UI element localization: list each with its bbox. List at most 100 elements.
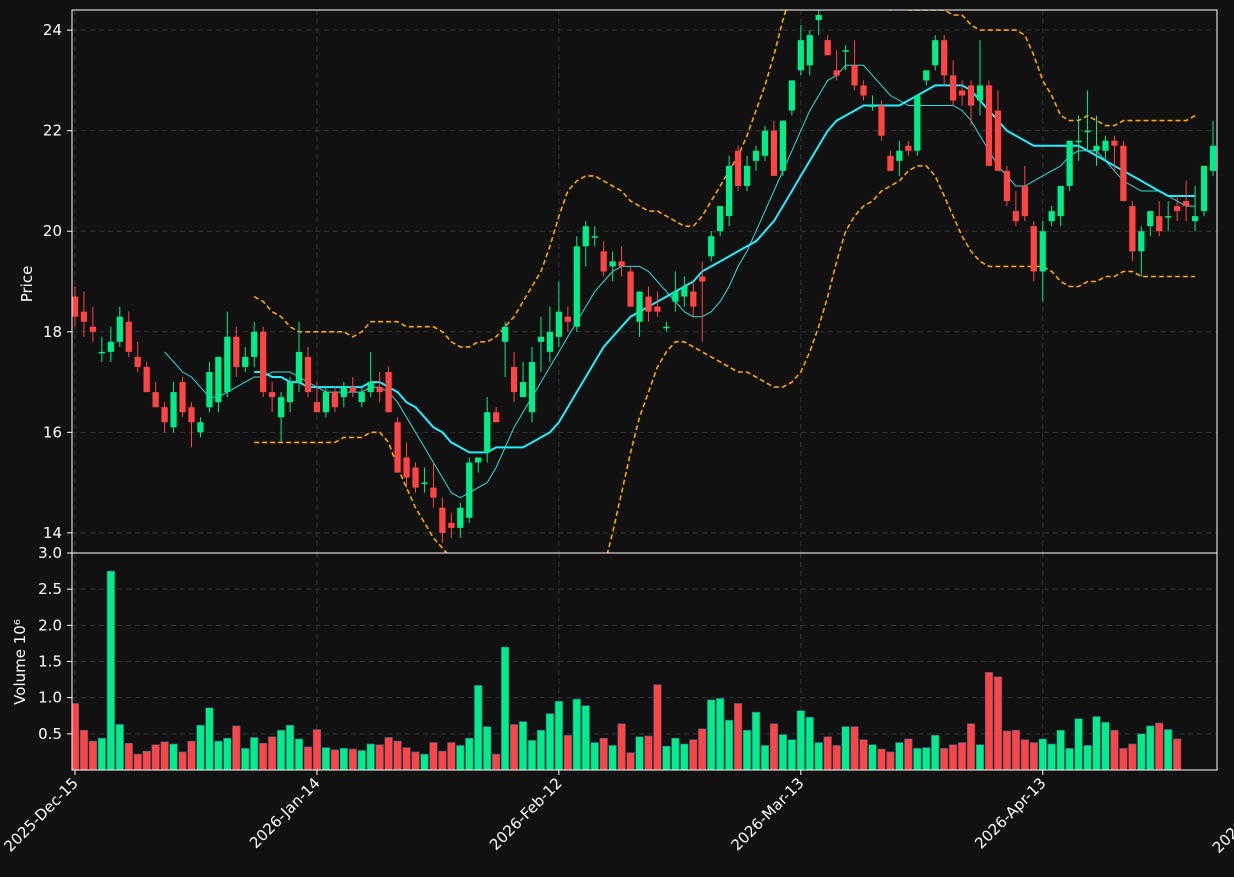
volume-bar xyxy=(330,749,339,770)
volume-bar xyxy=(456,745,465,770)
volume-bar xyxy=(599,737,608,770)
candle-body xyxy=(627,271,634,307)
volume-bar xyxy=(357,750,366,770)
candle-body xyxy=(1021,185,1028,217)
candle-body xyxy=(564,316,571,322)
volume-bar xyxy=(832,745,841,770)
volume-bar xyxy=(1110,729,1119,770)
volume-bar xyxy=(751,711,761,770)
candle-body xyxy=(439,507,446,533)
volume-bar xyxy=(420,753,429,770)
candle-body xyxy=(1057,185,1064,217)
volume-tick-label: 2.0 xyxy=(38,616,62,634)
lower-band-line xyxy=(254,165,1196,553)
volume-bar xyxy=(949,744,958,770)
volume-bar xyxy=(205,707,214,770)
candle-body xyxy=(600,251,607,272)
candle-body xyxy=(833,70,840,76)
volume-bar xyxy=(375,744,384,770)
candle-body xyxy=(976,85,984,101)
price-tick-label: 16 xyxy=(43,423,62,441)
candle-body xyxy=(304,356,312,393)
candle-body xyxy=(125,321,132,352)
volume-bar xyxy=(581,705,590,770)
candle-body xyxy=(475,457,482,463)
candle-body xyxy=(107,341,114,352)
candle-body xyxy=(1174,206,1181,212)
volume-bar xyxy=(742,729,752,770)
candle-body xyxy=(215,356,222,403)
candle-body xyxy=(421,482,428,485)
candle-body xyxy=(734,150,742,186)
volume-tick-label: 2.5 xyxy=(38,580,62,598)
candle-body xyxy=(1191,216,1199,222)
volume-bar xyxy=(895,742,904,770)
candle-body xyxy=(546,331,554,352)
volume-bar xyxy=(814,742,823,770)
volume-bar xyxy=(868,744,877,770)
volume-bar xyxy=(975,744,985,770)
candle-body xyxy=(179,382,186,413)
volume-bar xyxy=(957,742,967,770)
candle-body xyxy=(824,40,831,56)
volume-bar xyxy=(850,726,859,770)
volume-bar xyxy=(886,751,895,770)
volume-bar xyxy=(1092,716,1101,770)
candle-body xyxy=(994,110,1002,171)
volume-bar xyxy=(1074,718,1083,770)
candle-body xyxy=(958,90,966,96)
candle-body xyxy=(950,75,957,101)
candle-body xyxy=(152,392,159,408)
volume-bar xyxy=(536,729,546,770)
volume-bar xyxy=(178,751,187,770)
volume-bar xyxy=(411,751,420,770)
candle-body xyxy=(932,40,939,66)
volume-bar xyxy=(474,685,483,770)
volume-bar xyxy=(1083,745,1092,770)
volume-bar xyxy=(1020,739,1029,770)
candle-body xyxy=(743,165,751,186)
volume-bar xyxy=(429,742,438,770)
volume-bar xyxy=(725,719,734,770)
volume-bar xyxy=(223,737,232,770)
volume-bar xyxy=(1065,747,1074,770)
candle-body xyxy=(466,462,473,518)
volume-bar xyxy=(769,723,779,770)
candle-body xyxy=(134,356,141,367)
volume-bar xyxy=(276,729,286,770)
candle-body xyxy=(717,206,724,232)
volume-bar xyxy=(241,747,250,770)
volume-bar xyxy=(518,721,528,770)
candle-body xyxy=(1200,165,1208,212)
candle-body xyxy=(887,155,894,171)
candle-body xyxy=(367,382,374,393)
volume-bar xyxy=(913,747,922,770)
candle-body xyxy=(1182,201,1190,207)
volume-bar xyxy=(115,724,124,770)
candle-body xyxy=(761,130,769,156)
candle-body xyxy=(403,457,410,478)
volume-bar xyxy=(384,737,393,770)
volume-bar xyxy=(545,713,555,770)
candle-body xyxy=(376,387,383,393)
volume-bar xyxy=(966,723,976,770)
candle-body xyxy=(636,291,643,322)
volume-bar xyxy=(823,736,832,770)
volume-bar xyxy=(733,703,743,770)
candle-body xyxy=(708,236,715,257)
candle-body xyxy=(1138,231,1145,252)
volume-bar xyxy=(778,734,787,770)
volume-bar xyxy=(716,698,725,770)
candle-body xyxy=(1147,211,1154,227)
volume-bar xyxy=(653,684,662,770)
price-tick-label: 14 xyxy=(43,524,62,542)
candle-body xyxy=(573,246,580,327)
candlesticks xyxy=(72,10,1217,543)
volume-y-axis-ticks: 0.5 1.0 1.5 2.0 2.5 3.0 xyxy=(38,544,72,743)
candle-body xyxy=(842,50,849,52)
candle-body xyxy=(89,326,97,332)
candle-body xyxy=(484,412,491,453)
candle-body xyxy=(896,150,903,161)
candle-body xyxy=(851,65,858,86)
